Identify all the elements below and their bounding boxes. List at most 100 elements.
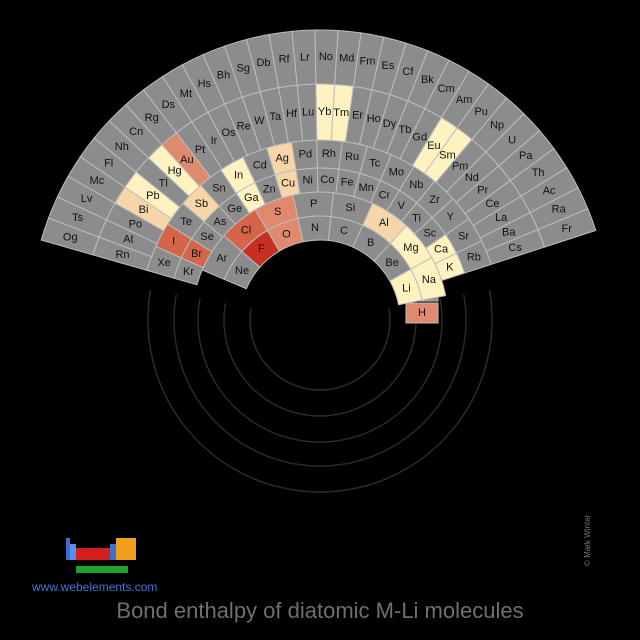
element-symbol: Sm [439,150,456,162]
element-symbol: Ce [485,198,499,210]
chart-title: Bond enthalpy of diatomic M-Li molecules [116,598,524,623]
element-symbol: Sr [458,231,469,243]
element-symbol: Rh [322,148,336,160]
element-symbol: Hf [286,108,298,120]
element-symbol: Zr [429,194,440,206]
element-symbol: La [495,212,508,224]
element-cell-mn: Mn [352,172,381,204]
element-cell-lr: Lr [291,29,317,86]
element-cell-sc: Sc [413,216,447,249]
element-symbol: Cl [241,225,251,237]
element-symbol: Db [256,57,270,69]
element-cell-cn: Cn [108,103,163,159]
element-tile [125,89,178,146]
element-symbol: Ga [244,192,260,204]
element-symbol: Na [422,274,437,286]
spiral-guide-arc [223,303,417,417]
element-symbol: Se [200,231,213,243]
website-link[interactable]: www.webelements.com [32,580,158,594]
element-symbol: Cn [129,126,143,138]
element-tile [161,64,209,123]
element-symbol: Md [339,52,354,64]
element-symbol: Kr [183,266,194,278]
element-symbol: Rf [279,53,291,65]
element-symbol: Mo [389,167,404,179]
element-cells: HHeLiBeBCNOFNeNaMgAlSiPSClArKCaScTiVCrMn… [40,29,597,324]
element-cell-ds: Ds [142,75,193,134]
element-symbol: Rg [145,112,159,124]
element-symbol: Pa [519,150,533,162]
element-tile [291,29,317,86]
element-symbol: Tc [369,157,381,169]
element-symbol: Sc [423,227,436,239]
element-symbol: Si [345,202,355,214]
element-symbol: As [214,216,227,228]
element-tile [314,29,339,85]
element-symbol: Er [352,109,363,121]
element-cell-db: Db [245,33,280,93]
element-symbol: Ts [72,212,84,224]
spiral-guide-arc [249,307,391,391]
element-cell-rh: Rh [316,139,343,170]
element-cell-fl: Fl [79,137,137,188]
element-cell-pd: Pd [290,139,318,171]
element-symbol: P [310,198,317,210]
element-symbol: Li [402,282,411,294]
element-symbol: No [319,51,333,63]
element-symbol: Cs [508,242,522,254]
element-tile [485,112,541,167]
element-symbol: Yb [318,106,331,118]
element-symbol: Zn [263,184,276,196]
element-cell-cs: Cs [485,228,546,266]
element-cell-yb: Yb [315,83,336,141]
element-cell-mc: Mc [67,156,126,204]
element-symbol: Xe [157,257,170,269]
element-symbol: Ru [345,151,359,163]
element-cell-as: As [203,205,236,238]
element-symbol: Fm [360,55,376,67]
element-tile [142,75,193,134]
element-tile [181,54,226,114]
credit-text: © Mark Winter [583,514,592,566]
element-cell-sm: Sm [423,127,473,183]
spiral-guide-lines [147,290,493,493]
element-symbol: Pb [146,190,159,202]
element-cell-ne: Ne [223,250,261,290]
element-symbol: Eu [427,140,440,152]
element-cell-mo: Mo [379,154,415,192]
element-symbol: Pd [299,149,312,161]
element-cell-lv: Lv [56,175,116,221]
element-tile [334,30,362,87]
element-tile [471,97,525,153]
element-symbol: Tl [159,177,168,189]
element-tile [389,42,429,102]
element-symbol: Nd [465,172,479,184]
element-tile [371,36,407,96]
element-symbol: S [274,206,281,218]
element-symbol: Ag [275,152,288,164]
element-cell-nh: Nh [93,120,150,173]
element-cell-hs: Hs [181,54,226,114]
element-symbol: Ti [412,213,421,225]
element-cell-ho: Ho [358,89,391,149]
element-symbol: O [282,228,291,240]
element-symbol: Th [532,167,545,179]
element-cell-n: N [297,215,332,243]
element-symbol: N [311,222,319,234]
element-symbol: Mt [180,88,192,100]
element-symbol: Ds [162,99,176,111]
element-symbol: Pu [474,106,487,118]
element-cell-rg: Rg [125,89,178,146]
element-tile [537,208,597,248]
element-tile [509,147,568,197]
element-tile [47,196,107,238]
element-symbol: Hg [168,165,182,177]
element-symbol: Ho [367,113,381,125]
element-tile [56,175,116,221]
element-cell-ta: Ta [259,87,289,147]
element-tile [520,166,579,214]
element-symbol: Mn [359,182,374,194]
element-symbol: Ne [235,265,249,277]
element-cell-og: Og [40,217,100,256]
element-symbol: Bh [217,69,230,81]
